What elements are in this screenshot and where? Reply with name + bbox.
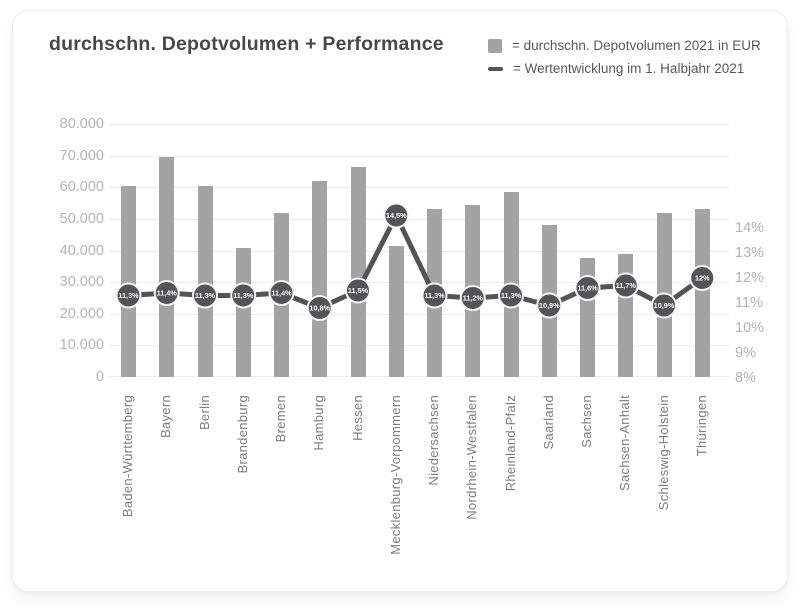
line-point-label: 14,5% (386, 211, 407, 220)
gridline (109, 218, 729, 220)
line-point-label: 11,7% (616, 281, 637, 290)
right-axis-tick: 12% (735, 270, 765, 286)
line-point-label: 12% (695, 274, 710, 283)
line-point-sachsen (574, 275, 601, 301)
line-point-label: 11,6% (577, 284, 598, 293)
right-axis-tick: 13% (735, 245, 765, 261)
line-point-saarland (536, 292, 563, 319)
legend-label-depotvolumen: = durchschn. Depotvolumen 2021 in EUR (512, 38, 761, 53)
legend-item-depotvolumen: = durchschn. Depotvolumen 2021 in EUR (488, 34, 761, 57)
left-axis-tick: 30.000 (59, 274, 104, 291)
left-axis-tick: 10.000 (59, 337, 104, 354)
performance-line (126, 213, 705, 311)
x-axis-label-thüringen: Thüringen (693, 395, 709, 457)
x-axis-label-bayern: Bayern (158, 395, 174, 438)
legend-item-wertentwicklung: = Wertentwicklung im 1. Halbjahr 2021 (488, 57, 761, 80)
gridline (109, 345, 729, 347)
bar-hessen (350, 166, 366, 377)
line-point-nordrhein-westfalen (459, 285, 486, 311)
legend: = durchschn. Depotvolumen 2021 in EUR = … (488, 34, 761, 80)
x-axis-label-sachsen: Sachsen (579, 395, 594, 448)
bar-mecklenburg-vorpommern (388, 245, 404, 377)
line-point-schleswig-holstein (651, 292, 677, 319)
right-axis-tick: 10% (735, 320, 765, 336)
line-point-label: 11,2% (463, 294, 484, 303)
line-point-brandenburg (230, 282, 257, 309)
left-axis-tick: 40.000 (59, 242, 104, 259)
line-point-label: 10,9% (539, 301, 560, 310)
gridline (109, 282, 729, 284)
line-point-label: 11,3% (233, 291, 254, 300)
left-axis-tick: 50.000 (59, 210, 104, 227)
line-point-niedersachsen (421, 282, 448, 309)
x-axis-label-schleswig-holstein: Schleswig-Holstein (655, 395, 671, 511)
right-axis-tick: 14% (735, 220, 765, 236)
line-point-label: 10,8% (309, 304, 330, 313)
line-point-label: 11,3% (118, 291, 139, 300)
bar-hamburg (312, 180, 328, 377)
left-axis-ticks: 80.000 70.000 60.000 50.000 40.000 30.000 20.0… (13, 116, 104, 385)
x-axis-label-sachsen-anhalt: Sachsen-Anhalt (617, 395, 633, 491)
line-point-hamburg (306, 295, 333, 321)
left-axis-tick: 80.000 (59, 116, 104, 132)
left-axis-tick: 0 (95, 369, 104, 385)
bar-baden-württemberg (121, 185, 136, 377)
line-point-thüringen (689, 265, 716, 291)
bar-thüringen (694, 209, 710, 377)
x-axis-label-berlin: Berlin (196, 395, 212, 431)
left-axis-tick: 60.000 (59, 179, 104, 196)
x-axis-label-saarland: Saarland (540, 395, 556, 450)
x-axis-label-hamburg: Hamburg (311, 395, 327, 451)
legend-bar-swatch-icon (488, 38, 502, 53)
right-axis-tick: 8% (735, 370, 756, 386)
line-point-label: 11,3% (424, 291, 445, 300)
line-point-hessen (345, 277, 371, 304)
bar-brandenburg (235, 247, 251, 377)
plot-area: 11,3% 11,4% 11,3% 11,3% 11,4% 10,8% 11,5% 14,5%… (109, 124, 729, 377)
line-point-baden-württemberg (115, 282, 142, 309)
x-axis-label-niedersachsen: Niedersachsen (426, 395, 441, 486)
line-point-label: 11,4% (157, 289, 178, 298)
gridline (109, 124, 729, 125)
gridline (109, 250, 729, 252)
left-axis-tick: 20.000 (59, 305, 104, 322)
gridline (109, 187, 729, 189)
right-axis-tick: 11% (735, 295, 763, 311)
chart-card: durchschn. Depotvolumen + Performance = … (12, 10, 788, 592)
line-point-berlin (192, 282, 218, 309)
right-axis-ticks: 14% 13% 12% 11% 10% 9% 8% (735, 124, 789, 386)
x-axis-label-bremen: Bremen (273, 395, 288, 443)
x-axis-labels: Baden-Württemberg Bayern Berlin Brandenburg… (109, 395, 741, 593)
line-point-bayern (153, 280, 180, 306)
line-point-rheinland-pfalz (498, 282, 524, 309)
bar-bayern (159, 157, 175, 377)
chart-title: durchschn. Depotvolumen + Performance (49, 33, 444, 55)
line-point-label: 10,9% (654, 301, 675, 310)
line-point-label: 11,5% (348, 286, 369, 295)
x-axis-label-rheinland-pfalz: Rheinland-Pfalz (502, 395, 518, 492)
x-axis-label-hessen: Hessen (349, 395, 365, 441)
line-point-sachsen-anhalt (612, 272, 639, 299)
line-point-label: 11,4% (271, 289, 292, 298)
line-point-mecklenburg-vorpommern (383, 202, 410, 229)
x-axis-label-baden-württemberg: Baden-Württemberg (120, 395, 135, 518)
bar-berlin (197, 186, 213, 377)
x-axis-label-brandenburg: Brandenburg (234, 395, 250, 474)
x-axis-label-mecklenburg-vorpommern: Mecklenburg-Vorpommern (387, 395, 403, 555)
right-axis-tick: 9% (735, 345, 756, 361)
line-point-label: 11,3% (195, 291, 216, 300)
gridline (109, 376, 729, 377)
x-axis-label-nordrhein-westfalen: Nordrhein-Westfalen (464, 395, 480, 520)
left-axis-tick: 70.000 (59, 147, 104, 164)
line-point-label: 11,3% (501, 291, 522, 300)
gridline (109, 155, 729, 157)
line-point-bremen (268, 280, 295, 306)
performance-line-layer: 11,3% 11,4% 11,3% 11,3% 11,4% 10,8% 11,5% 14,5%… (115, 202, 716, 321)
gridline (109, 313, 729, 315)
legend-label-wertentwicklung: = Wertentwicklung im 1. Halbjahr 2021 (513, 61, 745, 76)
legend-line-swatch-icon (488, 66, 503, 71)
